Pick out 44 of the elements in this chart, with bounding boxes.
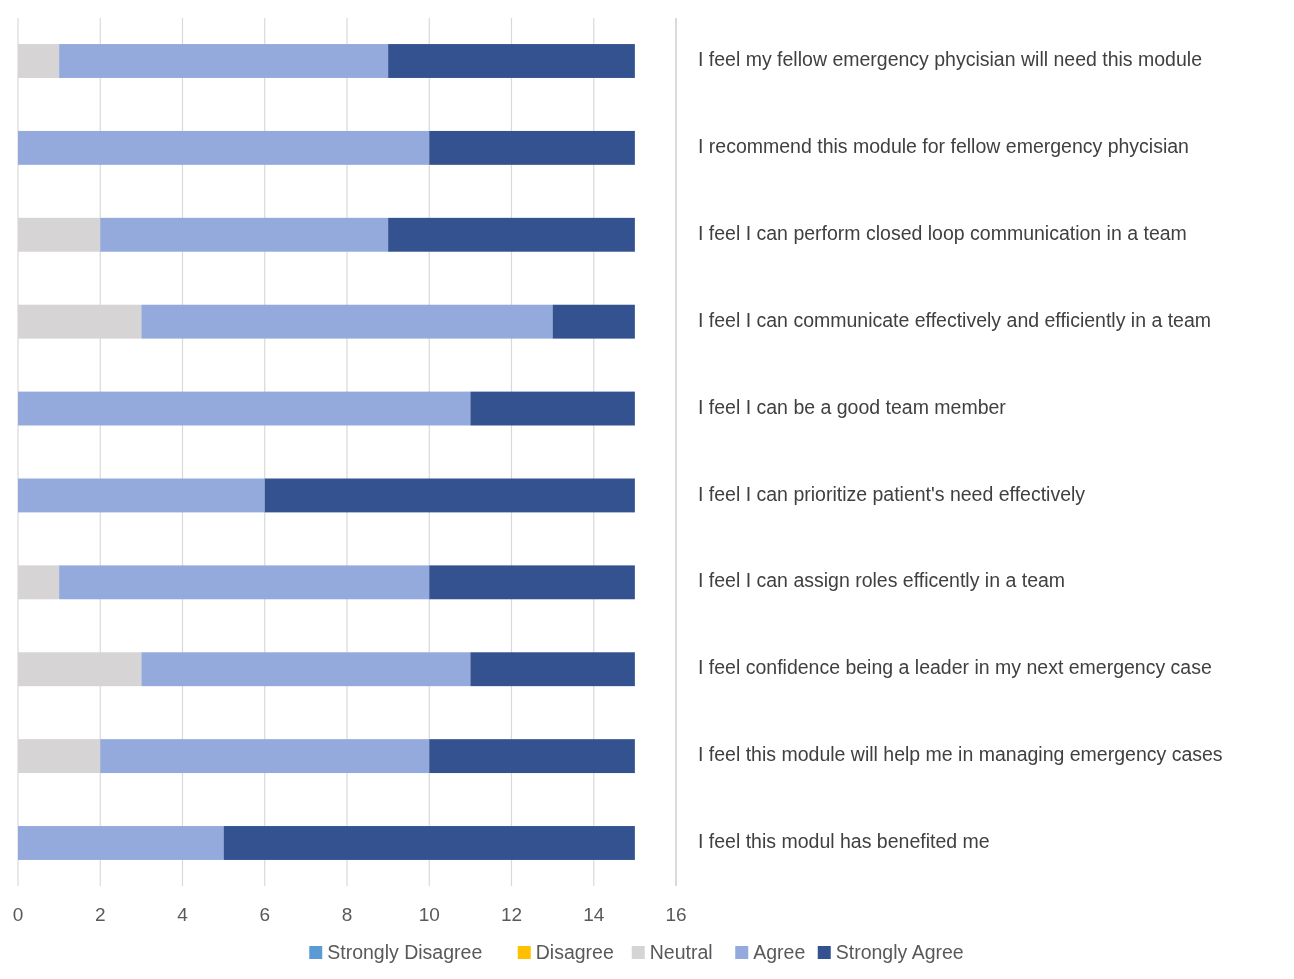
bar <box>141 652 471 687</box>
y-tick-label: I feel this module will help me in managing emergency cases <box>698 743 1223 766</box>
bar <box>429 565 635 600</box>
bar <box>18 826 224 860</box>
y-tick-label: I feel I can prioritize patient's need effectively <box>698 482 1086 505</box>
bar <box>18 391 471 426</box>
bar <box>388 44 635 78</box>
x-tick-label: 0 <box>12 904 24 925</box>
bar <box>141 304 553 339</box>
legend-label: Agree <box>753 941 806 963</box>
bar <box>59 565 430 600</box>
bar <box>264 478 635 513</box>
y-tick-label: I feel I can perform closed loop communication in a team <box>698 221 1187 244</box>
x-tick-label: 10 <box>418 904 440 925</box>
legend-label: Strongly Disagree <box>327 941 483 963</box>
y-tick-label: I feel I can be a good team member <box>698 395 1007 418</box>
bar <box>470 652 635 687</box>
y-tick-label: I feel confidence being a leader in my next emergency case <box>698 656 1212 679</box>
bar <box>59 44 389 78</box>
legend-label: Neutral <box>649 941 713 963</box>
y-tick-label: I feel this modul has benefited me <box>698 830 990 853</box>
bar <box>223 826 635 860</box>
bar <box>429 739 635 774</box>
legend-label: Disagree <box>535 941 614 963</box>
x-tick-label: 14 <box>583 904 605 925</box>
y-tick-label: I feel I can communicate effectively and efficiently in a team <box>698 308 1212 331</box>
x-tick-label: 8 <box>341 904 353 925</box>
y-tick-label: I feel I can assign roles efficently in a team <box>698 569 1066 592</box>
y-tick-label: I recommend this module for fellow emergency phycisian <box>698 135 1189 158</box>
bar <box>100 217 389 252</box>
x-tick-label: 4 <box>177 904 189 925</box>
y-tick-label: I feel my fellow emergency phycisian will need this module <box>698 48 1202 71</box>
bar <box>18 478 265 513</box>
x-tick-label: 6 <box>259 904 271 925</box>
x-tick-label: 2 <box>94 904 106 925</box>
bar <box>100 739 430 774</box>
legend-label: Strongly Agree <box>835 941 964 963</box>
x-tick-label: 12 <box>500 904 523 925</box>
bar <box>470 391 635 426</box>
bar <box>388 217 635 252</box>
x-tick-label: 16 <box>665 904 687 925</box>
bar <box>429 130 635 165</box>
bar <box>18 130 430 165</box>
bar <box>552 304 635 339</box>
